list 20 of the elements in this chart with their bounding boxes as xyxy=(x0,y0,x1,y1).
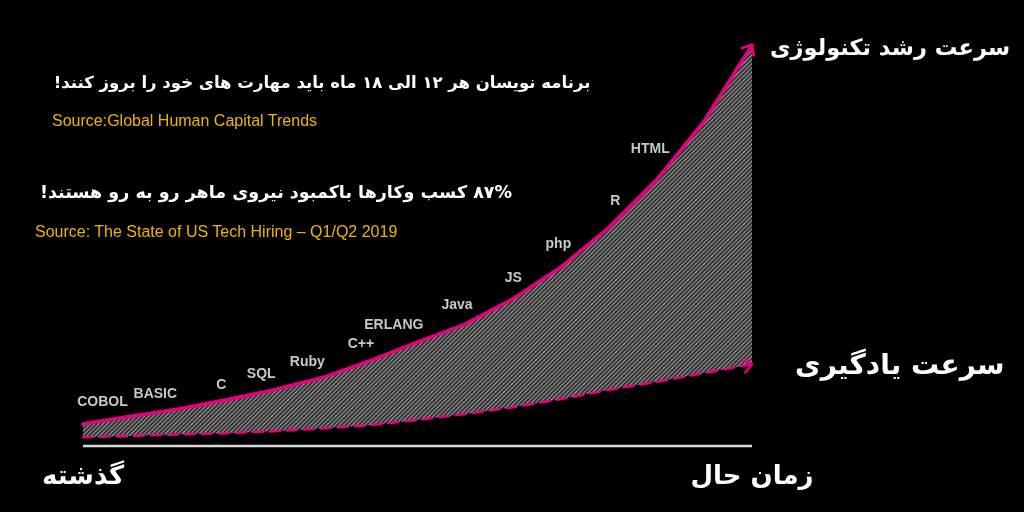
x-tick-label: زمان حال xyxy=(690,460,814,490)
annotation: HTML xyxy=(630,139,671,156)
annotation: R xyxy=(610,192,621,209)
annotation: Ruby xyxy=(289,352,326,369)
annotation: COBOL xyxy=(77,392,129,409)
annotation: JS xyxy=(504,268,522,285)
text: ۸۷% کسب وکارها باکمبود نیروی ماهر رو به رو هستند! xyxy=(39,182,513,203)
series-label: سرعت یادگیری xyxy=(795,348,1005,382)
annotation: ERLANG xyxy=(364,315,424,332)
annotation: BASIC xyxy=(133,385,178,402)
text: برنامه نویسان هر ۱۲ الی ۱۸ ماه باید مهارت های خود را بروز کنند! xyxy=(53,73,591,93)
annotation: Source: The State of US Tech Hiring – Q1/Q2 2019 xyxy=(35,223,398,240)
annotation: SQL xyxy=(246,365,277,382)
annotation: C xyxy=(216,375,227,392)
series-label: سرعت رشد تکنولوژی xyxy=(770,34,1011,61)
annotation: Java xyxy=(441,296,473,313)
x-tick-label: گذشته xyxy=(41,460,125,490)
annotation: php xyxy=(545,234,572,251)
annotation: C++ xyxy=(347,335,375,352)
annotation: Source:Global Human Capital Trends xyxy=(52,112,318,129)
